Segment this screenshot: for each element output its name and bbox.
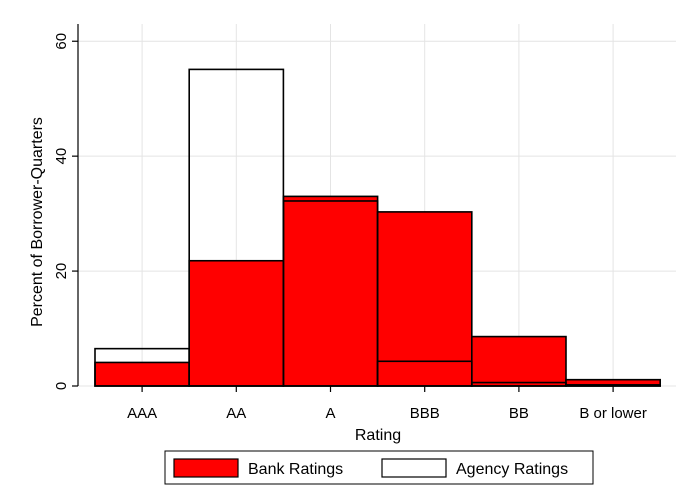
y-axis: 0 20 40 60 (53, 24, 79, 390)
x-axis-title: Rating (355, 427, 401, 444)
bank-bar-aa (188, 259, 285, 387)
y-axis-title: Percent of Borrower-Quarters (29, 117, 46, 327)
x-tick-label: A (325, 405, 335, 422)
y-tick-label: 20 (53, 263, 70, 280)
legend-label-bank: Bank Ratings (248, 461, 343, 478)
x-tick-label: BB (509, 405, 529, 422)
x-axis: AAA AA A BBB BB B or lower (127, 385, 647, 422)
y-tick-label: 60 (53, 33, 70, 50)
legend-label-agency: Agency Ratings (456, 461, 568, 478)
x-tick-label: BBB (410, 405, 440, 422)
x-tick-label: AA (226, 405, 246, 422)
bank-bar-aaa (94, 361, 190, 387)
x-tick-label: B or lower (579, 405, 647, 422)
y-tick-label: 0 (53, 382, 70, 390)
legend-swatch-agency (381, 458, 447, 478)
legend: Bank Ratings Agency Ratings (164, 450, 594, 485)
y-tick-label: 40 (53, 148, 70, 165)
x-tick-label: AAA (127, 405, 157, 422)
bank-bar-bbb (376, 211, 473, 387)
bank-bar-bb (470, 335, 567, 387)
bank-bar-a (282, 195, 379, 387)
legend-swatch-bank (173, 458, 239, 478)
